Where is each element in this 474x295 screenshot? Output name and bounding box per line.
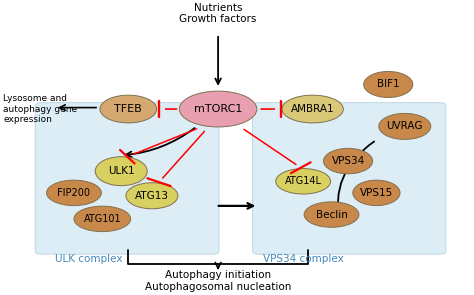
Text: ULK complex: ULK complex (55, 254, 123, 264)
Ellipse shape (304, 202, 359, 227)
Text: ULK1: ULK1 (108, 166, 135, 176)
Text: VPS34 complex: VPS34 complex (263, 254, 344, 264)
Text: UVRAG: UVRAG (386, 121, 423, 131)
Text: Nutrients
Growth factors: Nutrients Growth factors (179, 3, 257, 24)
Text: ATG14L: ATG14L (285, 176, 322, 186)
Ellipse shape (179, 91, 257, 127)
Ellipse shape (282, 95, 343, 123)
Ellipse shape (353, 180, 400, 206)
Text: VPS34: VPS34 (331, 156, 365, 166)
Ellipse shape (323, 148, 373, 174)
Text: TFEB: TFEB (114, 104, 142, 114)
Text: FIP200: FIP200 (57, 188, 91, 198)
Ellipse shape (95, 157, 147, 186)
Ellipse shape (364, 71, 413, 97)
Ellipse shape (74, 206, 131, 232)
Text: Autophagy initiation
Autophagosomal nucleation: Autophagy initiation Autophagosomal nucl… (145, 270, 292, 292)
Ellipse shape (126, 183, 178, 209)
Text: Lysosome and
autophagy gene
expression: Lysosome and autophagy gene expression (3, 94, 77, 124)
FancyBboxPatch shape (253, 103, 446, 254)
Text: ATG101: ATG101 (83, 214, 121, 224)
Text: mTORC1: mTORC1 (194, 104, 242, 114)
Ellipse shape (46, 180, 101, 206)
Text: AMBRA1: AMBRA1 (291, 104, 335, 114)
Ellipse shape (379, 113, 431, 140)
Text: BIF1: BIF1 (377, 79, 400, 89)
Text: Beclin: Beclin (316, 209, 347, 219)
Text: VPS15: VPS15 (360, 188, 393, 198)
Ellipse shape (100, 95, 156, 123)
Ellipse shape (276, 168, 330, 194)
FancyBboxPatch shape (35, 103, 219, 254)
Text: ATG13: ATG13 (135, 191, 169, 201)
